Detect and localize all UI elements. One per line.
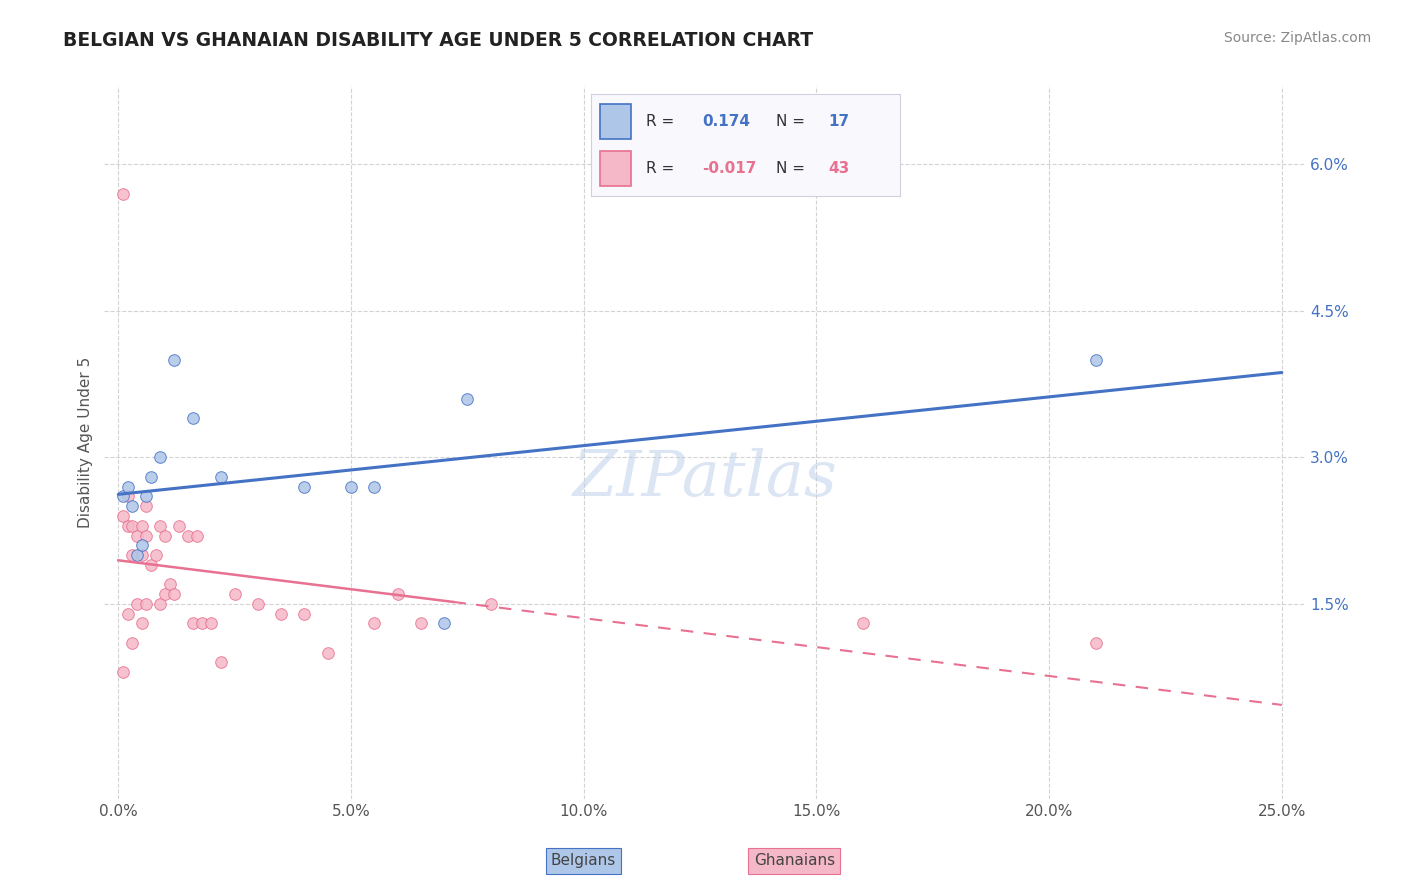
Point	[121, 548, 143, 562]
Point	[163, 352, 186, 367]
Point	[139, 558, 162, 572]
Point	[270, 607, 292, 621]
Point	[456, 392, 478, 406]
Point	[224, 587, 246, 601]
Point	[139, 470, 162, 484]
Point	[145, 548, 167, 562]
Point	[294, 607, 316, 621]
Point	[131, 518, 153, 533]
Text: Source: ZipAtlas.com: Source: ZipAtlas.com	[1223, 31, 1371, 45]
Point	[1084, 352, 1107, 367]
Point	[121, 518, 143, 533]
Text: R =: R =	[647, 161, 675, 176]
Point	[177, 528, 200, 542]
Point	[121, 636, 143, 650]
Point	[181, 411, 204, 425]
Point	[135, 528, 157, 542]
Point	[163, 587, 186, 601]
Point	[479, 597, 502, 611]
Text: BELGIAN VS GHANAIAN DISABILITY AGE UNDER 5 CORRELATION CHART: BELGIAN VS GHANAIAN DISABILITY AGE UNDER…	[63, 31, 814, 50]
Point	[209, 656, 232, 670]
Point	[111, 186, 134, 201]
FancyBboxPatch shape	[600, 151, 631, 186]
Point	[149, 518, 172, 533]
Point	[852, 616, 875, 631]
Text: 0.174: 0.174	[702, 114, 749, 128]
Point	[153, 528, 176, 542]
Point	[111, 490, 134, 504]
Point	[131, 548, 153, 562]
Text: ZIPatlas: ZIPatlas	[572, 448, 837, 509]
Point	[409, 616, 432, 631]
Point	[117, 480, 139, 494]
Point	[125, 597, 148, 611]
Text: 17: 17	[828, 114, 849, 128]
FancyBboxPatch shape	[600, 104, 631, 139]
Text: -0.017: -0.017	[702, 161, 756, 176]
Point	[209, 470, 232, 484]
Point	[125, 528, 148, 542]
Point	[186, 528, 208, 542]
Point	[121, 500, 143, 514]
Point	[387, 587, 409, 601]
Point	[111, 508, 134, 523]
Point	[167, 518, 190, 533]
Point	[363, 616, 385, 631]
Point	[340, 480, 363, 494]
Point	[433, 616, 456, 631]
Text: N =: N =	[776, 161, 806, 176]
Point	[125, 548, 148, 562]
Point	[135, 500, 157, 514]
Point	[200, 616, 222, 631]
Point	[117, 518, 139, 533]
Text: 43: 43	[828, 161, 851, 176]
Point	[111, 665, 134, 680]
Point	[117, 490, 139, 504]
Point	[117, 607, 139, 621]
Point	[246, 597, 269, 611]
Point	[135, 597, 157, 611]
Point	[294, 480, 316, 494]
Point	[159, 577, 181, 591]
Point	[131, 538, 153, 552]
Point	[363, 480, 385, 494]
Point	[135, 490, 157, 504]
Point	[181, 616, 204, 631]
Point	[1084, 636, 1107, 650]
Point	[149, 597, 172, 611]
Point	[153, 587, 176, 601]
Point	[131, 616, 153, 631]
Text: Belgians: Belgians	[551, 854, 616, 868]
Text: Ghanaians: Ghanaians	[754, 854, 835, 868]
Point	[316, 646, 339, 660]
Point	[149, 450, 172, 465]
Point	[191, 616, 214, 631]
Text: N =: N =	[776, 114, 806, 128]
Text: R =: R =	[647, 114, 675, 128]
Y-axis label: Disability Age Under 5: Disability Age Under 5	[79, 357, 93, 528]
